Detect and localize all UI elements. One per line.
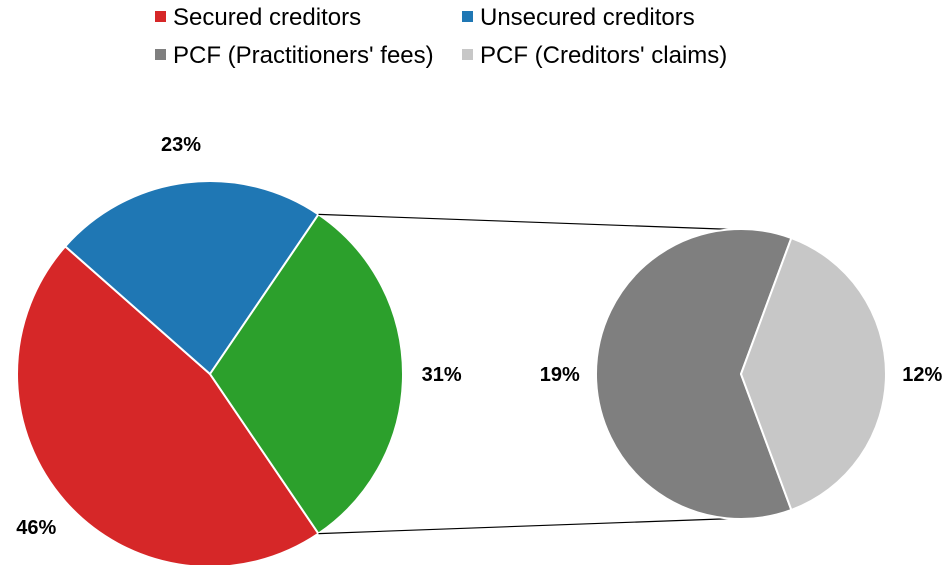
label-pcf-practitioners-fees: 19% — [540, 364, 580, 386]
legend-item-unsecured-creditors: Unsecured creditors — [462, 4, 695, 31]
slice-pcf-practitioners-fees — [594, 228, 793, 520]
legend-item-pcf-creditors-claims: PCF (Creditors' claims) — [462, 42, 727, 69]
legend-item-pcf-practitioners-fees: PCF (Practitioners' fees) — [155, 42, 434, 69]
legend-label: PCF (Creditors' claims) — [480, 42, 727, 69]
connector-line-top — [318, 213, 731, 230]
legend-item-secured-creditors: Secured creditors — [155, 4, 361, 31]
legend-label: Secured creditors — [173, 4, 361, 31]
slice-pcf-creditors-claims — [739, 236, 887, 512]
detail-pie — [594, 228, 887, 520]
legend-label: Unsecured creditors — [480, 4, 695, 31]
slice-unsecured-creditors — [63, 180, 320, 376]
connector-lines — [318, 213, 731, 535]
label-pcf: 31% — [422, 364, 462, 386]
slice-pcf — [208, 212, 404, 536]
legend-label: PCF (Practitioners' fees) — [173, 42, 434, 69]
label-pcf-creditors-claims: 12% — [902, 364, 942, 386]
slice-secured-creditors — [16, 244, 320, 565]
legend-swatch — [462, 11, 473, 22]
legend: Secured creditors Unsecured creditors PCF … — [155, 4, 727, 69]
legend-swatch — [155, 11, 166, 22]
legend-swatch — [155, 49, 166, 60]
label-secured-creditors: 46% — [16, 517, 56, 539]
data-labels: 46% 23% 31% 19% 12% — [16, 134, 942, 539]
main-pie — [16, 180, 404, 565]
connector-line-bottom — [318, 518, 731, 535]
label-unsecured-creditors: 23% — [161, 134, 201, 156]
legend-swatch — [462, 49, 473, 60]
